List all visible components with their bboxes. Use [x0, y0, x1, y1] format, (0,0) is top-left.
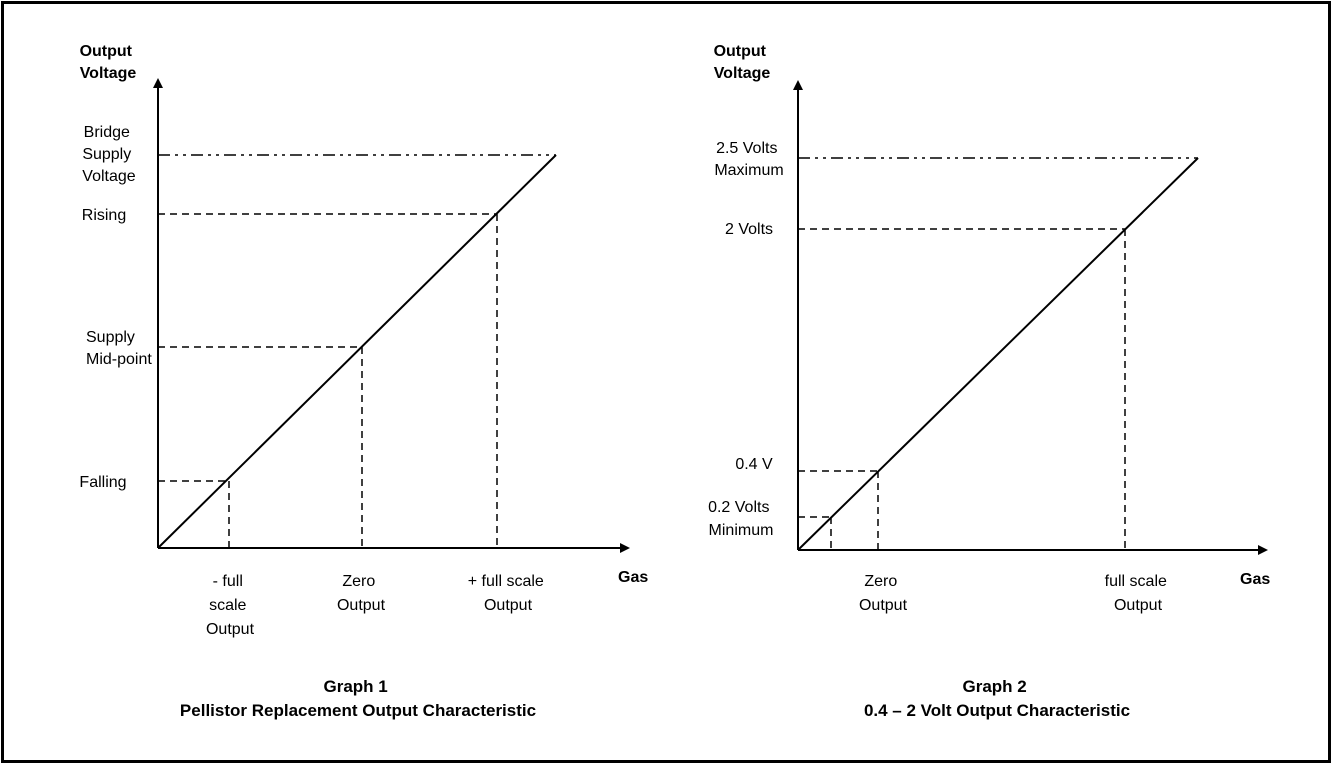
graph-2: Output Voltage Gas 2.5 Volts Maximum 2 V…: [708, 43, 1270, 720]
graph1-zero-label: Zero Output: [337, 573, 386, 614]
graph2-x-axis-label: Gas: [1240, 571, 1270, 588]
graph2-full-label: full scale Output: [1105, 573, 1172, 614]
graph1-bridge-supply-label: Bridge Supply Voltage: [82, 124, 135, 185]
graph1-x-axis-label: Gas: [618, 569, 648, 586]
graph-1: Output Voltage Gas Bridge Supply Voltage…: [79, 43, 648, 720]
graph1-neg-full-label: - full scale Output: [206, 573, 255, 638]
graph2-y-axis-label: Output Voltage: [714, 43, 771, 82]
graph1-y-axis-label: Output Voltage: [80, 43, 137, 82]
graph2-max-label: 2.5 Volts Maximum: [714, 140, 783, 179]
graph1-characteristic-line: [157, 154, 557, 549]
graph2-zero-label: Zero Output: [859, 573, 908, 614]
graph2-caption: Graph 2 0.4 – 2 Volt Output Characterist…: [864, 677, 1130, 720]
graph1-pos-full-label: + full scale Output: [468, 573, 549, 614]
graph2-characteristic-line: [797, 157, 1199, 551]
graph1-falling-label: Falling: [79, 474, 126, 491]
graph2-min-label: 0.2 Volts Minimum: [708, 499, 774, 539]
graph1-mid-label: Supply Mid-point: [86, 329, 152, 368]
graph1-rising-label: Rising: [82, 207, 126, 224]
graph2-0p4v-label: 0.4 V: [735, 456, 773, 473]
graph1-caption: Graph 1 Pellistor Replacement Output Cha…: [180, 677, 536, 720]
graph2-2v-label: 2 Volts: [725, 221, 773, 238]
